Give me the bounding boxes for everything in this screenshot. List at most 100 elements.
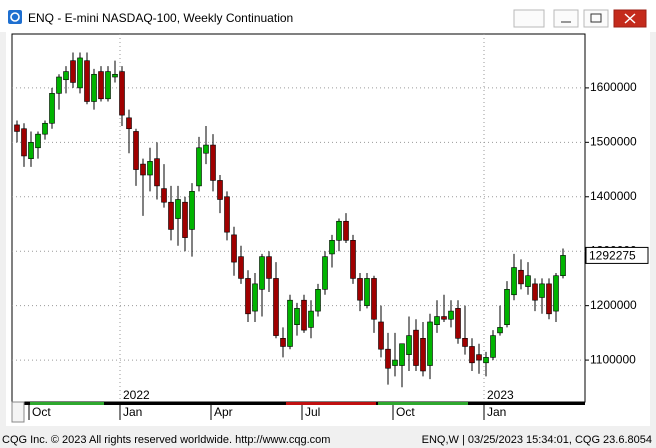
y-tick-label: 1600000 [590,80,637,94]
candle-body [49,93,55,124]
candle-body [357,278,363,301]
candle-body [217,180,223,200]
y-tick-label: 1200000 [590,298,637,312]
candle-body [140,163,146,176]
window-title: ENQ - E-mini NASDAQ-100, Weekly Continua… [28,11,293,25]
candle-body [98,71,104,100]
candle-body [105,71,111,100]
candle-body [28,142,34,159]
candle-body [154,158,160,187]
candle-body [266,256,272,279]
candle-body [231,234,237,263]
candle-body [518,269,524,285]
candle-body [21,128,27,157]
x-tick-label: Jan [487,405,506,419]
candle-body [301,299,307,331]
candle-body [112,73,118,78]
link-button[interactable] [513,9,545,28]
candle-body [350,240,356,279]
candle-body [413,329,419,366]
candle-body [224,196,230,233]
minimize-button[interactable] [553,9,579,28]
candle-body [364,278,370,306]
maximize-button[interactable] [583,9,609,28]
candle-body [497,327,503,334]
candle-body [252,283,258,312]
candle-body [343,220,349,241]
candle-body [385,348,391,369]
candle-body [490,335,496,358]
candle-body [504,289,510,325]
session-strip-green [30,402,104,405]
candle-body [441,316,447,320]
y-tick-label: 1100000 [590,352,636,366]
candle-body [308,310,314,328]
candle-body [406,335,412,355]
candle-body [133,131,139,170]
candle-body [420,338,426,372]
app-icon-glyph [10,12,20,22]
candle-body [77,57,83,89]
maximize-glyph [590,13,602,23]
candle-body [210,144,216,181]
candle-body [294,308,300,325]
plot-area [11,33,586,403]
candle-body [238,256,244,279]
candle-body [42,122,48,135]
last-price-box [585,246,649,264]
candle-body [469,346,475,364]
candle-body [70,60,76,83]
candle-body [329,240,335,255]
candle-body [280,338,286,347]
candle-body [84,60,90,102]
candle-body [147,161,153,176]
candle-body [455,308,461,339]
footer-status: ENQ,W | 03/25/2023 15:34:01, CQG 23.6.80… [422,434,652,446]
candle-body [427,321,433,366]
x-tick-label: Jan [123,405,142,419]
candle-body [483,357,489,364]
y-tick-label: 1400000 [590,189,637,203]
year-label: 2022 [123,388,150,402]
status-bar [0,430,656,448]
candle-body [553,275,559,312]
scroll-thumb[interactable] [11,401,25,423]
x-tick-label: Apr [214,405,233,419]
candle-body [35,133,41,149]
last-price-label: 1292275 [589,249,636,263]
candle-body [532,283,538,301]
x-tick-label: Oct [396,405,415,419]
candle-body [322,256,328,290]
footer-copyright: CQG Inc. © 2023 All rights reserved worl… [2,434,330,446]
candle-body [175,199,181,219]
candle-body [434,316,440,325]
candle-body [315,289,321,312]
candle-body [119,71,125,116]
candle-body [462,338,468,347]
candle-body [399,343,405,366]
title-bar [0,0,656,32]
candle-body [245,278,251,315]
candle-body [189,191,195,230]
candle-body [259,256,265,290]
candle-body [546,283,552,315]
candle-body [63,71,69,81]
candle-body [476,354,482,361]
candle-body [56,76,62,94]
candle-body [126,117,132,130]
app-icon [8,10,22,24]
candle-body [14,124,20,132]
candle-body [203,144,209,154]
candle-body [525,275,531,287]
candle-body [182,201,188,238]
candle-body [196,147,202,187]
candle-body [91,73,97,102]
candle-body [336,220,342,241]
x-tick-label: Oct [32,405,51,419]
session-strip-green [378,402,468,405]
session-strip-red [286,402,376,405]
year-label: 2023 [487,388,514,402]
candle-body [539,283,545,298]
candle-body [161,188,167,203]
